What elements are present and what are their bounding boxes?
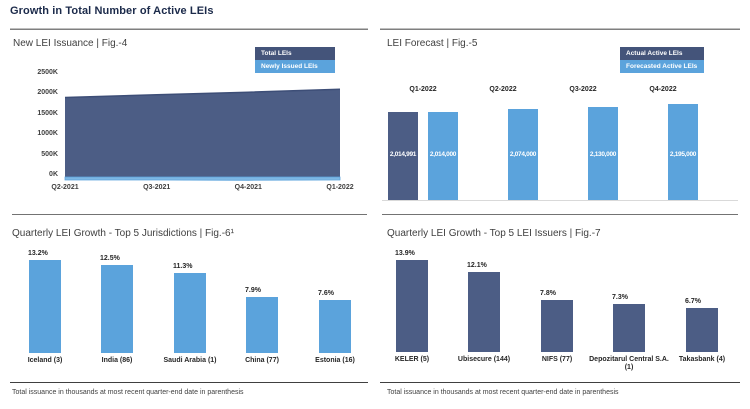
fig5-category-label: Q2-2022: [489, 86, 517, 93]
fig6-category-label: Saudi Arabia (1): [163, 357, 217, 364]
fig5-category-label: Q1-2022: [409, 86, 437, 93]
fig7-bar: [396, 260, 428, 352]
fig5-bar-value-label: 2,195,000: [669, 151, 697, 158]
fig5-category-label: Q3-2022: [569, 86, 597, 93]
fig5-bar: 2,014,000: [428, 111, 458, 200]
legend-item-forecasted-active-leis: Forecasted Active LEIs: [620, 60, 704, 73]
fig6-category-label: China (77): [245, 357, 279, 364]
total-leis-area: [65, 89, 340, 177]
fig6-value-label: 12.5%: [100, 254, 120, 262]
fig6-value-label: 13.2%: [28, 250, 48, 257]
fig7-value-label: 7.8%: [540, 290, 556, 298]
fig6-value-label: 11.3%: [173, 263, 193, 271]
fig5-bar: 2,195,000: [668, 104, 698, 200]
fig7-value-label: 12.1%: [467, 261, 487, 269]
fig6-category-label: Estonia (16): [315, 357, 355, 364]
fig6-value-label: 7.6%: [318, 289, 334, 297]
fig7-category-label: Takasbank (4): [678, 356, 726, 363]
fig6-bar: [319, 299, 351, 353]
total-leis-area-edge: [64, 88, 341, 99]
legend-item-actual-active-leis: Actual Active LEIs: [620, 47, 704, 60]
divider-footnote-left: [10, 382, 368, 383]
fig5-bar-value-label: 2,014,000: [429, 150, 457, 158]
fig6-bar: [246, 297, 278, 353]
fig5-bar: 2,130,000: [588, 106, 618, 200]
fig7-value-label: 13.9%: [395, 250, 415, 257]
fig5-legend: Actual Active LEIs Forecasted Active LEI…: [620, 47, 704, 73]
fig6-bar: [101, 264, 133, 353]
fig5-baseline: [382, 200, 738, 201]
fig4-x-tick-label: Q1-2022: [326, 184, 354, 191]
legend-item-newly-issued-leis: Newly Issued LEIs: [255, 60, 335, 73]
fig6-category-label: India (86): [101, 357, 133, 364]
fig4-x-tick-label: Q3-2021: [143, 184, 171, 191]
fig7-bar: [686, 307, 718, 352]
fig5-bar-value-label: 2,014,991: [389, 150, 417, 158]
fig4-x-tick-label: Q4-2021: [234, 184, 262, 191]
fig7-value-label: 6.7%: [685, 297, 701, 305]
fig6-title: Quarterly LEI Growth - Top 5 Jurisdictio…: [12, 228, 234, 239]
fig4-y-tick-label: 2500K: [37, 69, 58, 76]
fig6-value-label: 7.9%: [245, 287, 261, 295]
fig4-y-tick-label: 0K: [49, 171, 58, 178]
fig5-category-label: Q4-2022: [649, 86, 677, 93]
fig7-bar: [541, 300, 573, 352]
fig5-bar: 2,014,991: [388, 111, 418, 200]
fig7-category-label: NIFS (77): [541, 356, 573, 363]
fig5-bar: 2,074,000: [508, 109, 538, 200]
fig7-footnote: Total issuance in thousands at most rece…: [387, 389, 619, 396]
fig4-y-tick-label: 2000K: [37, 89, 58, 97]
fig4-legend: Total LEIs Newly Issued LEIs: [255, 47, 335, 73]
fig7-bar: [613, 303, 645, 352]
fig6-footnote: Total issuance in thousands at most rece…: [12, 389, 244, 396]
fig4-y-tick-label: 1000K: [37, 130, 58, 138]
fig7-category-label: Ubisecure (144): [457, 356, 511, 363]
fig7-category-label: KELER (5): [394, 356, 430, 363]
fig7-bar: [468, 271, 500, 352]
divider-top-right: [380, 28, 740, 30]
legend-item-total-leis: Total LEIs: [255, 47, 335, 60]
divider-mid-left: [12, 214, 367, 215]
fig6-bar: [29, 260, 61, 353]
newly-issued-leis-area: [64, 176, 341, 181]
fig5-title: LEI Forecast | Fig.-5: [387, 38, 478, 49]
fig7-title: Quarterly LEI Growth - Top 5 LEI Issuers…: [387, 228, 601, 239]
fig6-category-label: Iceland (3): [27, 357, 63, 364]
fig4-y-tick-label: 500K: [41, 150, 58, 158]
fig7-value-label: 7.3%: [612, 293, 628, 301]
divider-footnote-right: [380, 382, 740, 383]
fig4-title: New LEI Issuance | Fig.-4: [13, 38, 128, 49]
fig4-x-tick-label: Q2-2021: [51, 184, 79, 191]
divider-mid-right: [382, 214, 738, 215]
page-title: Growth in Total Number of Active LEIs: [10, 5, 214, 17]
fig6-bar: [174, 273, 206, 353]
divider-top-left: [10, 28, 368, 30]
fig4-y-tick-label: 1500K: [37, 109, 58, 117]
fig7-category-label: Depozitarul Central S.A. (1): [589, 356, 669, 372]
fig5-bar-value-label: 2,130,000: [589, 150, 617, 158]
fig5-bar-value-label: 2,074,000: [509, 150, 537, 158]
